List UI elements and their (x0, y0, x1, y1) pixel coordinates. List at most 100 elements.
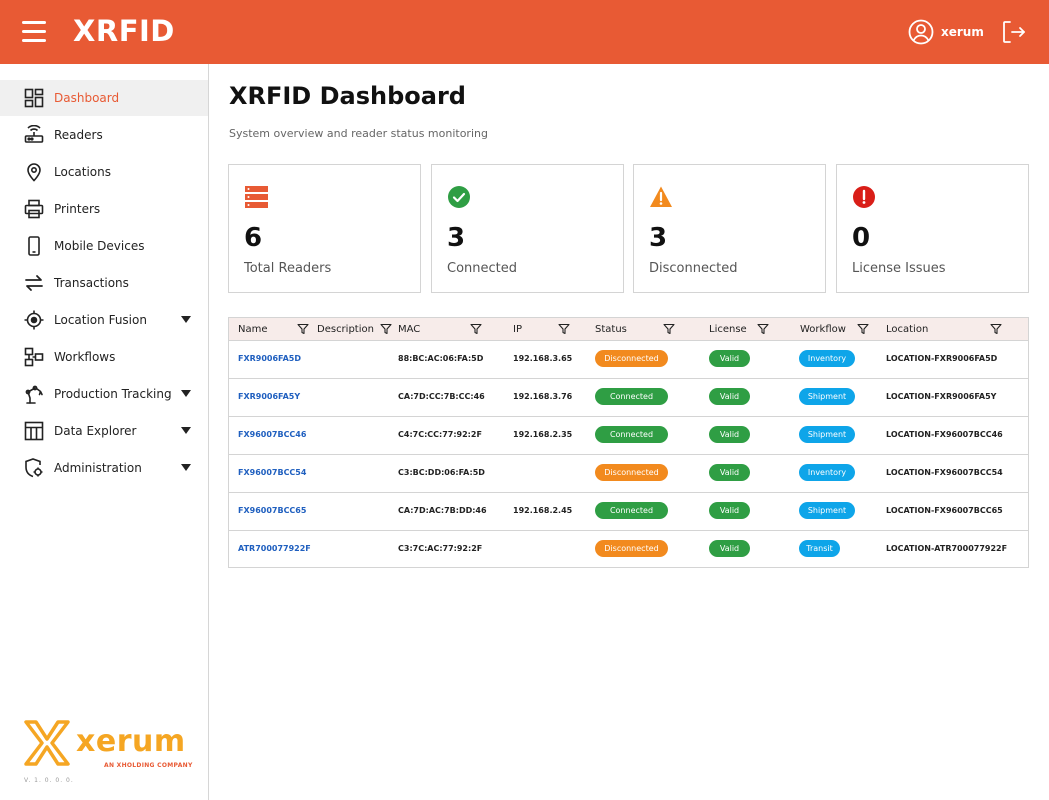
column-header-status[interactable]: Status (595, 324, 627, 335)
sidebar-item-label: Dashboard (54, 91, 120, 105)
sidebar-item-label: Transactions (54, 276, 129, 290)
reader-name-link[interactable]: FXR9006FA5Y (238, 392, 301, 401)
stat-value: 3 (447, 223, 466, 253)
reader-name-link[interactable]: FXR9006FA5D (238, 354, 302, 363)
chevron-down-icon[interactable] (181, 464, 191, 471)
mobile-icon (28, 236, 40, 256)
filter-icon[interactable] (990, 323, 1002, 335)
license-badge: Valid (709, 540, 750, 557)
stat-card-license-issues: 0 License Issues (836, 164, 1029, 293)
stat-label: Connected (447, 261, 518, 276)
sidebar-item-readers[interactable]: Readers (0, 117, 208, 153)
status-badge: Connected (595, 426, 668, 443)
dashboard-icon (24, 88, 44, 108)
sidebar-item-label: Production Tracking (54, 387, 172, 401)
printer-icon (24, 199, 44, 219)
xerum-logo-mark-icon (24, 720, 70, 766)
table-row[interactable]: FXR9006FA5D 88:BC:AC:06:FA:5D 192.168.3.… (229, 341, 1028, 379)
robot-arm-icon (25, 385, 43, 404)
status-badge: Disconnected (595, 464, 668, 481)
sidebar-item-production-tracking[interactable]: Production Tracking (0, 376, 208, 412)
reader-name-link[interactable]: ATR700077922F (238, 544, 311, 553)
filter-icon[interactable] (470, 323, 482, 335)
sidebar-item-location-fusion[interactable]: Location Fusion (0, 302, 208, 338)
stat-card-connected: 3 Connected (431, 164, 624, 293)
reader-mac: C4:7C:CC:77:92:2F (398, 430, 482, 439)
status-badge: Connected (595, 388, 668, 405)
sidebar-item-data-explorer[interactable]: Data Explorer (0, 413, 208, 449)
workflow-badge: Shipment (799, 426, 855, 443)
workflow-badge: Shipment (799, 502, 855, 519)
sidebar: Dashboard Readers Locations Printers Mob… (0, 64, 209, 800)
sidebar-item-dashboard[interactable]: Dashboard (0, 80, 208, 116)
sidebar-item-transactions[interactable]: Transactions (0, 265, 208, 301)
logo-subtext: AN XHOLDING COMPANY (104, 762, 193, 769)
workflow-badge: Shipment (799, 388, 855, 405)
sidebar-item-workflows[interactable]: Workflows (0, 339, 208, 375)
hamburger-menu-icon[interactable] (22, 21, 46, 43)
filter-icon[interactable] (558, 323, 570, 335)
readers-table: Name Description MAC IP Status License W… (228, 317, 1029, 568)
sidebar-item-mobile-devices[interactable]: Mobile Devices (0, 228, 208, 264)
stat-value: 0 (852, 223, 871, 253)
column-header-name[interactable]: Name (238, 324, 268, 335)
chevron-down-icon[interactable] (181, 316, 191, 323)
server-stack-icon (245, 186, 268, 208)
sidebar-item-printers[interactable]: Printers (0, 191, 208, 227)
status-badge: Disconnected (595, 540, 668, 557)
table-icon (24, 421, 44, 441)
column-header-workflow[interactable]: Workflow (800, 324, 846, 335)
table-row[interactable]: FX96007BCC46 C4:7C:CC:77:92:2F 192.168.2… (229, 417, 1028, 455)
column-header-mac[interactable]: MAC (398, 324, 421, 335)
filter-icon[interactable] (297, 323, 309, 335)
column-header-description[interactable]: Description (317, 324, 374, 335)
alert-circle-icon (853, 186, 875, 208)
sidebar-item-administration[interactable]: Administration (0, 450, 208, 486)
reader-location: LOCATION-FX96007BCC46 (886, 430, 1003, 439)
sidebar-item-label: Data Explorer (54, 424, 137, 438)
chevron-down-icon[interactable] (181, 427, 191, 434)
stat-label: Total Readers (244, 261, 332, 276)
reader-location: LOCATION-FX96007BCC65 (886, 506, 1003, 515)
table-row[interactable]: ATR700077922F C3:7C:AC:77:92:2F Disconne… (229, 531, 1028, 569)
table-row[interactable]: FX96007BCC65 CA:7D:AC:7B:DD:46 192.168.2… (229, 493, 1028, 531)
sidebar-item-locations[interactable]: Locations (0, 154, 208, 190)
sidebar-item-label: Readers (54, 128, 103, 142)
column-header-location[interactable]: Location (886, 324, 929, 335)
location-pin-icon (27, 163, 41, 182)
reader-location: LOCATION-FXR9006FA5Y (886, 392, 997, 401)
column-header-ip[interactable]: IP (513, 324, 522, 335)
user-avatar-icon (908, 19, 934, 45)
reader-name-link[interactable]: FX96007BCC65 (238, 506, 307, 515)
user-menu[interactable]: xerum (908, 18, 984, 46)
chevron-down-icon[interactable] (181, 390, 191, 397)
page-subtitle: System overview and reader status monito… (229, 127, 488, 140)
license-badge: Valid (709, 464, 750, 481)
filter-icon[interactable] (857, 323, 869, 335)
status-badge: Disconnected (595, 350, 668, 367)
app-title: XRFID (73, 14, 175, 48)
filter-icon[interactable] (380, 323, 392, 335)
sidebar-item-label: Location Fusion (54, 313, 147, 327)
workflow-badge: Inventory (799, 350, 855, 367)
sidebar-item-label: Administration (54, 461, 142, 475)
license-badge: Valid (709, 502, 750, 519)
status-badge: Connected (595, 502, 668, 519)
app-version: V. 1. 0. 0. 0. (24, 777, 74, 784)
reader-name-link[interactable]: FX96007BCC54 (238, 468, 307, 477)
sidebar-item-label: Printers (54, 202, 101, 216)
reader-ip: 192.168.3.76 (513, 392, 573, 401)
filter-icon[interactable] (757, 323, 769, 335)
table-row[interactable]: FX96007BCC54 C3:BC:DD:06:FA:5D Disconnec… (229, 455, 1028, 493)
table-row[interactable]: FXR9006FA5Y CA:7D:CC:7B:CC:46 192.168.3.… (229, 379, 1028, 417)
logout-icon[interactable] (1000, 19, 1026, 45)
stat-card-total-readers: 6 Total Readers (228, 164, 421, 293)
filter-icon[interactable] (663, 323, 675, 335)
reader-name-link[interactable]: FX96007BCC46 (238, 430, 307, 439)
username: xerum (941, 25, 984, 39)
workflow-badge: Transit (799, 540, 840, 557)
license-badge: Valid (709, 426, 750, 443)
column-header-license[interactable]: License (709, 324, 747, 335)
top-bar: XRFID xerum (0, 0, 1049, 64)
workflow-icon (24, 347, 44, 367)
